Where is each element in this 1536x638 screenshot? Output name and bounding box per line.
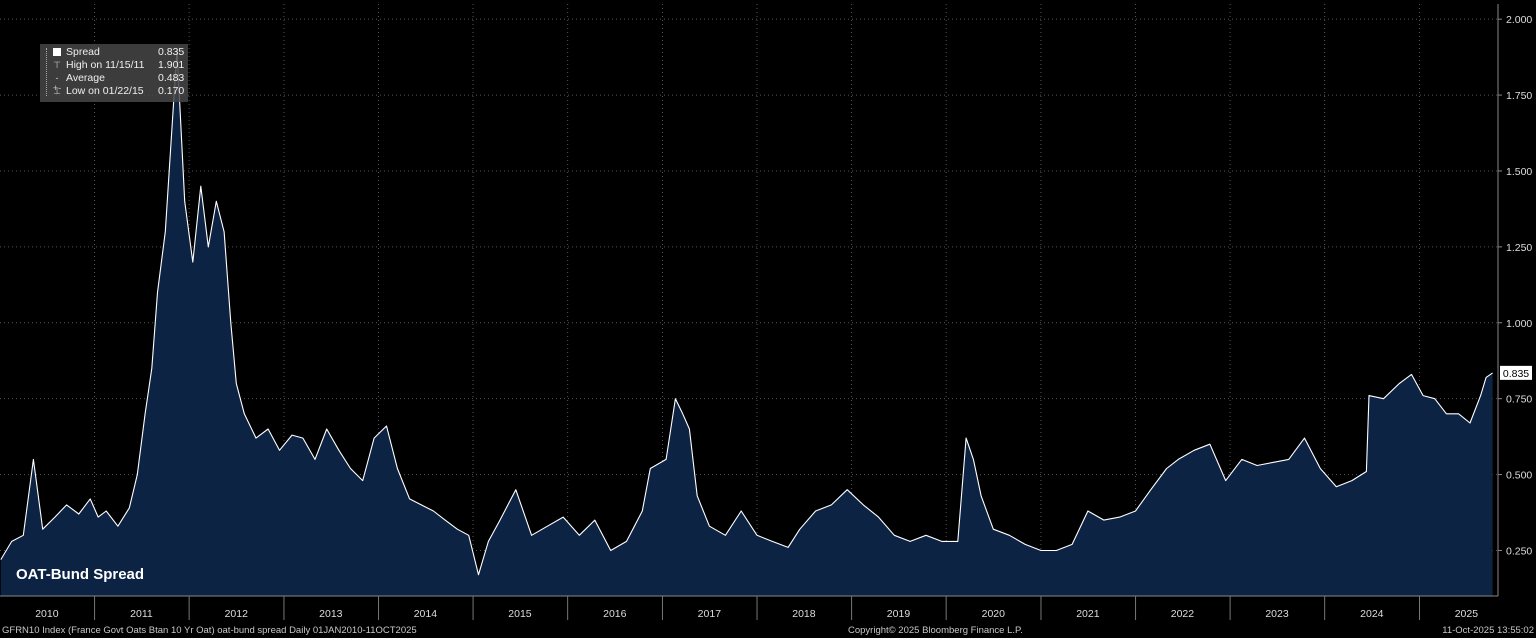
spread-line <box>0 48 1493 576</box>
chart-canvas: 0.250 0.500 0.750 1.000 1.250 1.500 1.750 2.000… <box>0 4 1533 620</box>
chart-title: OAT-Bund Spread <box>16 566 145 583</box>
y-axis: 0.250 0.500 0.750 1.000 1.250 1.500 1.750 2.000 <box>1497 4 1532 596</box>
legend-value: 1.901 <box>158 59 185 71</box>
x-tick-label: 2015 <box>508 608 532 620</box>
last-value-box <box>1500 365 1532 380</box>
y-tick-label: 1.750 <box>1506 90 1532 102</box>
x-tick-label: 2011 <box>130 608 153 620</box>
x-tick-label: 2017 <box>698 608 722 620</box>
average-marker-icon: -+- <box>52 73 62 93</box>
x-tick-label: 2025 <box>1455 608 1479 620</box>
x-tick-label: 2016 <box>603 608 627 620</box>
legend-label: Average <box>66 72 105 84</box>
footer-timestamp: 11-Oct-2025 13:55:02 <box>1442 625 1534 636</box>
y-tick-label: 1.500 <box>1506 166 1532 178</box>
y-tick-label: 0.750 <box>1506 394 1532 406</box>
legend-row-high: ⊤ High on 11/15/11 1.901 <box>40 59 188 72</box>
x-tick-label: 2012 <box>225 608 249 620</box>
footer-copyright: Copyright© 2025 Bloomberg Finance L.P. <box>848 625 1023 636</box>
y-tick-label: 0.500 <box>1506 470 1532 482</box>
legend-value: 0.835 <box>158 46 185 58</box>
x-tick-label: 2021 <box>1076 608 1100 620</box>
legend-label: High on 11/15/11 <box>66 59 145 71</box>
x-tick-label: 2010 <box>35 608 59 620</box>
legend-value: 0.170 <box>158 85 185 97</box>
x-tick-label: 2013 <box>319 608 343 620</box>
x-tick-label: 2014 <box>414 608 438 620</box>
legend-label: Low on 01/22/15 <box>66 85 144 97</box>
spread-area-fill <box>0 49 1493 596</box>
y-tick-label: 0.250 <box>1506 545 1532 557</box>
y-tick-label: 1.000 <box>1506 318 1532 330</box>
grid-lines <box>0 4 1498 596</box>
legend-row-low: ⊥ Low on 01/22/15 0.170 <box>40 85 188 98</box>
y-tick-label: 1.250 <box>1506 242 1532 254</box>
y-tick-label: 2.000 <box>1506 14 1532 26</box>
x-tick-label: 2022 <box>1171 608 1195 620</box>
legend-row-average: -+- Average 0.483 <box>40 72 188 93</box>
x-axis: 2010 2011 2012 2013 2014 2015 2016 2017 2018 2019… <box>0 595 1498 620</box>
x-tick-label: 2018 <box>792 608 816 620</box>
low-marker-icon: ⊥ <box>53 86 61 96</box>
legend-value: 0.483 <box>158 72 185 84</box>
x-tick-label: 2024 <box>1360 608 1384 620</box>
last-value-marker: 0.835 <box>1500 365 1532 380</box>
x-tick-label: 2019 <box>887 608 911 620</box>
footer-source: GFRN10 Index (France Govt Oats Btan 10 Y… <box>2 625 417 636</box>
footer-bar: GFRN10 Index (France Govt Oats Btan 10 Y… <box>0 624 1536 638</box>
x-tick-label: 2023 <box>1265 608 1289 620</box>
spread-area <box>0 48 1493 596</box>
legend-label: Spread <box>66 46 100 58</box>
legend-row-spread: Spread 0.835 <box>40 46 188 59</box>
high-marker-icon: ⊤ <box>53 60 61 70</box>
x-tick-label: 2020 <box>982 608 1006 620</box>
legend: Spread 0.835 ⊤ High on 11/15/11 1.901 -+… <box>40 44 188 102</box>
last-value-label: 0.835 <box>1503 368 1529 380</box>
legend-tree-line <box>46 48 48 96</box>
spread-swatch-icon <box>53 48 61 56</box>
